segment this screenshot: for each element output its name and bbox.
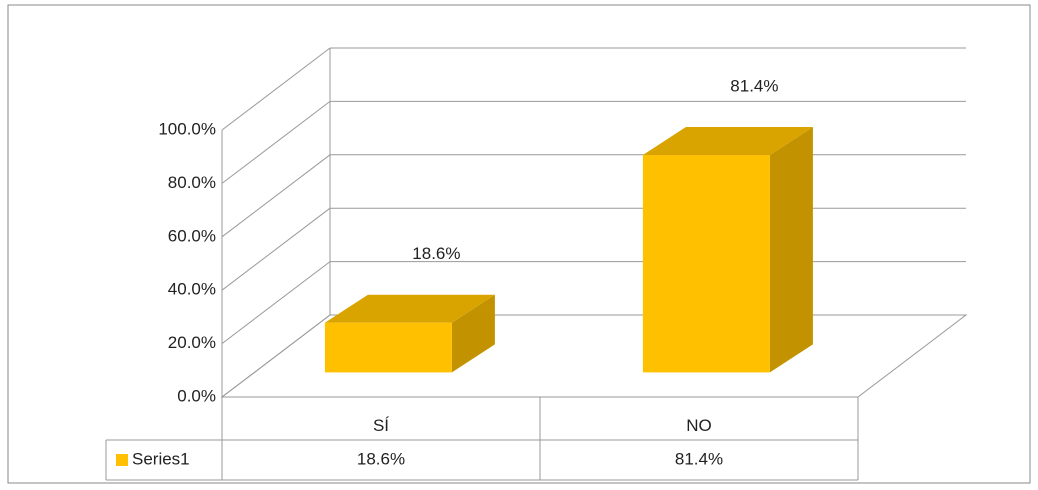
grid-line-side	[221, 207, 331, 291]
bar	[642, 155, 770, 373]
y-tick-label: 40.0%	[168, 280, 216, 299]
chart-border	[7, 4, 1031, 484]
data-label: 18.6%	[412, 244, 460, 263]
table-value: 81.4%	[675, 449, 723, 468]
bar-top	[642, 127, 813, 156]
y-tick-label: 20.0%	[168, 333, 216, 352]
y-tick-label: 0.0%	[177, 386, 216, 405]
y-tick-label: 60.0%	[168, 226, 216, 245]
x-tick-label: SÍ	[373, 416, 389, 435]
legend-label: Series1	[132, 449, 190, 468]
grid-line-side	[221, 314, 331, 398]
legend-key	[116, 454, 128, 466]
x-tick-label: NO	[686, 416, 712, 435]
bar	[324, 322, 452, 373]
data-label: 81.4%	[730, 77, 778, 96]
y-tick-label: 80.0%	[168, 173, 216, 192]
bar-top	[324, 294, 495, 323]
grid-line-side	[221, 101, 331, 184]
grid-line-side	[221, 154, 331, 238]
grid-line-side	[221, 47, 331, 131]
bar-side	[451, 294, 495, 373]
grid-line-side	[221, 261, 331, 344]
bar-side	[769, 127, 813, 373]
table-value: 18.6%	[357, 449, 405, 468]
y-tick-label: 100.0%	[158, 119, 216, 138]
